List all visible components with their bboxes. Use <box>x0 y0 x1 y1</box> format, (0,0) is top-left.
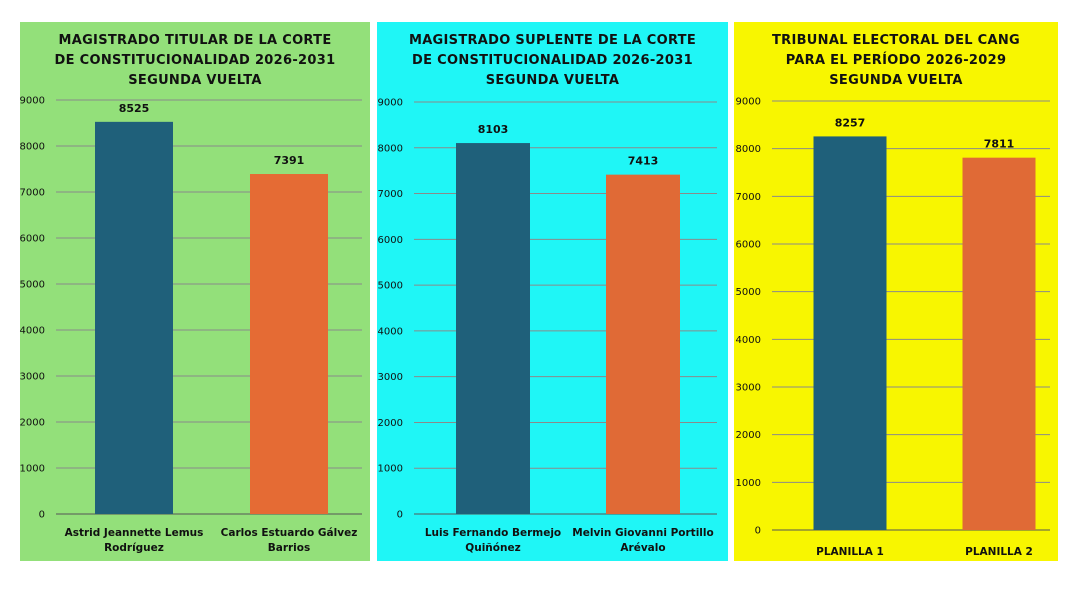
y-tick-label: 4000 <box>378 326 403 337</box>
y-tick-label: 0 <box>397 510 403 521</box>
data-label: 7413 <box>628 155 659 168</box>
y-tick-label: 6000 <box>378 235 403 246</box>
category-label: Astrid Jeannette Lemus <box>65 527 204 539</box>
bar-chart-svg: 0 1000 2000 3000 4000 5000 6000 7000 8000 9000 852… <box>20 96 362 554</box>
y-tick-label: 3000 <box>736 383 761 394</box>
data-label: 8525 <box>119 102 150 115</box>
y-tick-label: 3000 <box>378 372 403 383</box>
bar <box>606 174 680 514</box>
bar-chart-svg: 0 1000 2000 3000 4000 5000 6000 7000 8000 9000 810… <box>378 98 717 554</box>
data-label: 7811 <box>984 138 1015 151</box>
category-label: Barrios <box>268 542 311 554</box>
data-label: 8257 <box>835 116 866 129</box>
y-tick-label: 3000 <box>20 372 45 383</box>
category-label: Quiñónez <box>465 542 520 554</box>
y-tick-label: 4000 <box>20 326 45 337</box>
y-tick-label: 1000 <box>20 464 45 475</box>
data-label: 8103 <box>478 123 509 136</box>
category-label: PLANILLA 1 <box>816 546 884 558</box>
y-tick-label: 9000 <box>378 98 403 109</box>
y-tick-label: 7000 <box>378 189 403 200</box>
category-label: Luis Fernando Bermejo <box>425 527 561 539</box>
category-label: Arévalo <box>620 542 665 554</box>
bar <box>250 174 328 514</box>
chart-title: TRIBUNAL ELECTORAL DEL CANG PARA EL PERÍ… <box>771 33 1021 88</box>
y-tick-label: 7000 <box>20 188 45 199</box>
bar <box>962 157 1036 530</box>
y-tick-label: 4000 <box>736 335 761 346</box>
y-tick-label: 9000 <box>20 96 45 107</box>
category-label: Carlos Estuardo Gálvez <box>221 527 358 539</box>
chart-panel-tribunal: TRIBUNAL ELECTORAL DEL CANG PARA EL PERÍ… <box>734 22 1058 561</box>
category-label: Rodríguez <box>104 542 164 554</box>
bar <box>813 136 887 531</box>
y-tick-label: 8000 <box>736 144 761 155</box>
y-tick-label: 6000 <box>736 240 761 251</box>
chart-title: MAGISTRADO TITULAR DE LA CORTE DE CONSTI… <box>54 33 336 88</box>
y-tick-label: 0 <box>755 526 761 537</box>
y-tick-label: 2000 <box>20 418 45 429</box>
chart-title: MAGISTRADO SUPLENTE DE LA CORTE DE CONST… <box>408 33 697 88</box>
y-tick-label: 0 <box>39 510 45 521</box>
y-tick-label: 9000 <box>736 97 761 108</box>
data-label: 7391 <box>274 154 305 167</box>
chart-panel-titular: MAGISTRADO TITULAR DE LA CORTE DE CONSTI… <box>20 22 370 561</box>
chart-panel-suplente: MAGISTRADO SUPLENTE DE LA CORTE DE CONST… <box>377 22 728 561</box>
bar <box>456 143 530 514</box>
bar-chart-svg: 0 1000 2000 3000 4000 5000 6000 7000 8000 9000 825… <box>736 97 1050 558</box>
y-tick-label: 5000 <box>736 287 761 298</box>
y-tick-label: 1000 <box>736 478 761 489</box>
y-tick-label: 5000 <box>378 281 403 292</box>
y-tick-label: 8000 <box>378 143 403 154</box>
y-tick-label: 6000 <box>20 234 45 245</box>
category-label: PLANILLA 2 <box>965 546 1033 558</box>
y-tick-label: 8000 <box>20 142 45 153</box>
y-tick-label: 7000 <box>736 192 761 203</box>
bar <box>95 121 173 514</box>
y-tick-label: 5000 <box>20 280 45 291</box>
y-tick-label: 2000 <box>736 430 761 441</box>
y-tick-label: 2000 <box>378 418 403 429</box>
y-tick-label: 1000 <box>378 464 403 475</box>
category-label: Melvin Giovanni Portillo <box>572 527 713 539</box>
